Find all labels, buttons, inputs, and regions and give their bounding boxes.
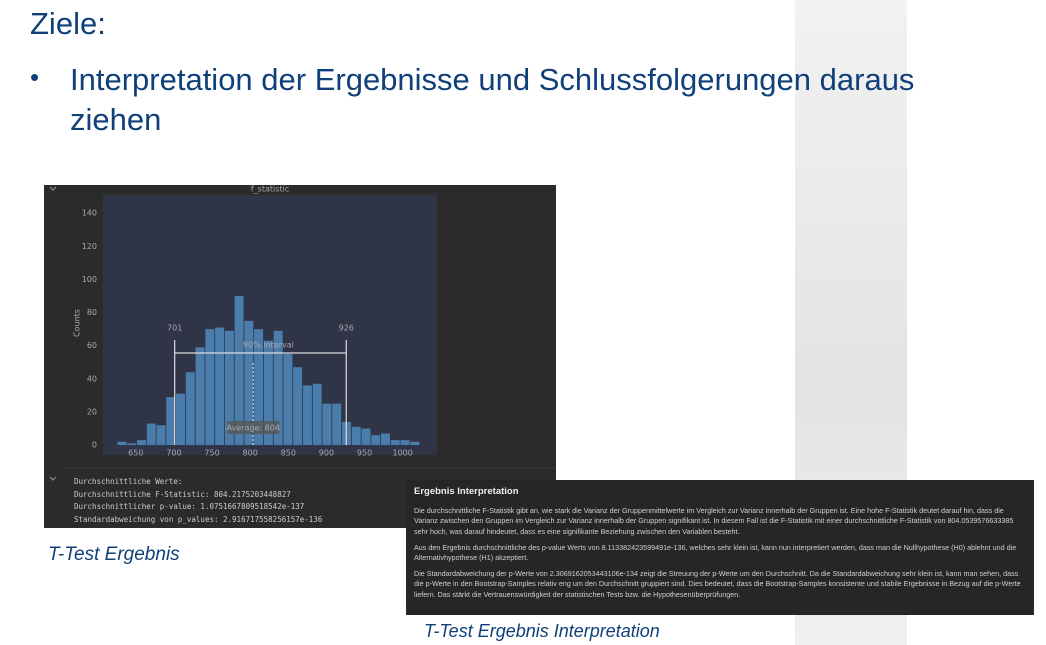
chevron [49, 186, 57, 481]
output-line: Durchschnittliche F-Statistic: 804.21752… [74, 489, 291, 499]
bar [400, 440, 410, 446]
interval-low-label: 701 [167, 324, 182, 333]
x-tick-label: 700 [166, 449, 181, 458]
bar [195, 347, 205, 446]
bar [332, 403, 342, 446]
bar [361, 428, 371, 446]
bar [283, 353, 293, 446]
average-label: Average: 804 [227, 424, 280, 433]
interpretation-panel: Ergebnis Interpretation Die durchschnitt… [406, 480, 1034, 615]
bar [205, 329, 215, 446]
slide-title: Ziele: [30, 6, 106, 41]
y-tick-label: 140 [82, 209, 97, 218]
y-tick-label: 80 [87, 308, 97, 317]
bar [117, 441, 127, 446]
bullet-text: Interpretation der Ergebnisse und Schlus… [70, 62, 915, 137]
bar [302, 385, 312, 446]
output-line: Durchschnittlicher p-value: 1.0751667809… [74, 502, 305, 511]
bar [371, 435, 381, 446]
bullet: • [30, 62, 40, 92]
bar [127, 443, 137, 446]
chart: f_statistic Counts 650 700 750 800 850 900 950… [44, 185, 556, 528]
bar [390, 440, 400, 446]
x-tick-label: 950 [357, 449, 372, 458]
bar [263, 340, 273, 446]
y-tick-label: 60 [87, 341, 97, 350]
y-tick-label: 0 [92, 441, 97, 450]
y-tick-label: 20 [87, 407, 97, 416]
paragraph: Die durchschnittliche F-Statistik gibt a… [414, 506, 1014, 536]
paragraph: Die Standardabweichung der p-Werte von 2… [414, 569, 1021, 599]
bar [215, 327, 225, 446]
bar [351, 426, 361, 446]
output-line: Standardabweichung von p_values: 2.91671… [74, 514, 323, 524]
interval-high-label: 926 [339, 324, 354, 333]
y-axis-label: Counts [73, 309, 82, 337]
bar [137, 440, 146, 446]
bar [273, 330, 283, 446]
y-tick-label: 40 [87, 374, 97, 383]
chart-title: f_statistic [251, 185, 289, 194]
bar [234, 296, 244, 446]
caption: T-Test Ergebnis [48, 544, 180, 565]
bar [410, 441, 420, 446]
console-output: Durchschnittliche Werte: Durchschnittlich… [74, 476, 322, 526]
bar [176, 393, 186, 446]
bar [185, 372, 195, 446]
y-tick-label: 120 [82, 242, 97, 251]
bar [146, 423, 156, 446]
y-tick-label: 100 [82, 275, 97, 284]
x-tick-label: 800 [243, 449, 258, 458]
bar [322, 403, 332, 446]
bar [166, 397, 176, 446]
bar [293, 367, 303, 446]
x-tick-label: 900 [319, 449, 334, 458]
bar [224, 330, 234, 446]
bar [254, 329, 264, 446]
output-line: Durchschnittliche Werte: [74, 477, 183, 486]
x-tick-label: 750 [204, 449, 219, 458]
bar [312, 383, 322, 446]
average-box [227, 421, 280, 434]
panel-title: Ergebnis Interpretation [414, 486, 519, 497]
bar [244, 320, 254, 446]
x-tick-label: 850 [281, 449, 296, 458]
interval-label: 90% interval [243, 341, 294, 350]
x-tick-label: 1000 [393, 449, 413, 458]
bar [156, 425, 166, 446]
bar [381, 433, 390, 446]
x-tick-label: 650 [128, 449, 143, 458]
paragraph: Aus den Ergebnis durchschnittliche des p… [414, 542, 1017, 563]
caption: T-Test Ergebnis Interpretation [424, 621, 660, 641]
